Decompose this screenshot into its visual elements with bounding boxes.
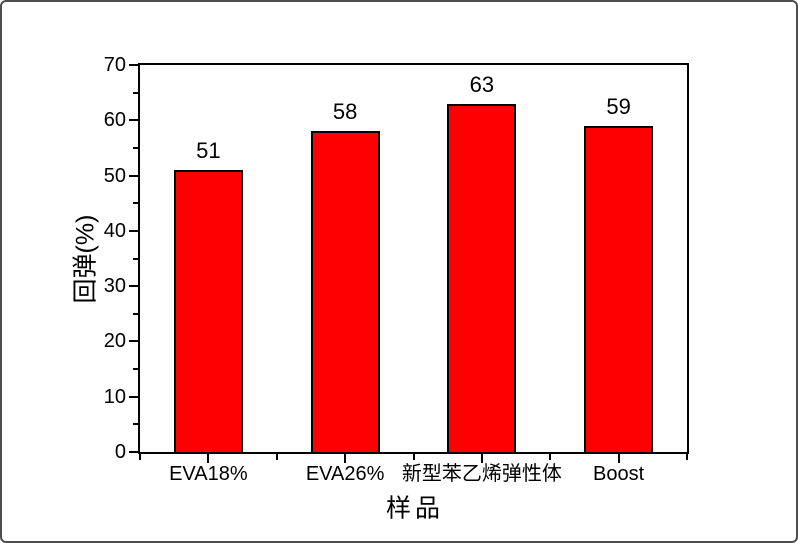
y-axis-tick-label: 10 (103, 385, 126, 408)
x-axis-tick-label: EVA26% (305, 463, 385, 485)
y-axis-minor-tick (133, 146, 138, 149)
y-axis-tick-label: 50 (103, 164, 126, 187)
x-axis-minor-tick (139, 454, 141, 460)
y-axis-major-tick (129, 229, 138, 232)
bar-Boost (584, 125, 654, 452)
y-axis-major-tick (129, 340, 138, 343)
y-axis-tick-label: 60 (103, 109, 126, 132)
y-axis-minor-tick (133, 257, 138, 260)
bar-value-label: 51 (196, 138, 221, 164)
y-axis-tick-label: 70 (103, 54, 126, 76)
x-axis-minor-tick (549, 454, 552, 460)
bar-value-label: 58 (332, 99, 358, 125)
x-axis-minor-tick (275, 454, 278, 460)
y-axis-tick-label: 30 (103, 275, 126, 298)
x-axis-minor-tick (686, 454, 688, 460)
x-axis-tick-label: EVA18% (169, 463, 248, 485)
x-axis-major-tick (480, 454, 483, 463)
y-axis-minor-tick (133, 202, 138, 205)
x-axis-minor-tick (412, 454, 415, 460)
bar-value-label: 59 (606, 93, 631, 119)
y-axis-tick-label: 20 (103, 330, 126, 353)
y-axis-major-tick (129, 285, 138, 288)
y-axis-major-tick (129, 174, 138, 177)
y-axis-tick-label: 40 (103, 219, 126, 242)
bar-EVA26% (310, 131, 380, 452)
x-axis-major-tick (207, 454, 210, 463)
plot-area: 0 10 20 30 40 50 60 70 51 EVA18% 58 EVA26% 63 新型苯乙烯弹性… (104, 55, 689, 484)
y-axis-major-tick (129, 451, 138, 453)
y-axis-major-tick (129, 119, 138, 122)
x-axis-major-tick (617, 454, 620, 463)
y-axis-title: 回弹(%) (71, 214, 100, 304)
bar-value-label: 63 (469, 71, 495, 97)
y-axis-major-tick (129, 395, 138, 398)
y-axis-tick-label: 0 (114, 441, 126, 463)
x-axis-major-tick (344, 454, 347, 463)
bar-EVA18% (173, 170, 243, 452)
x-axis-title: 样品 (385, 494, 445, 523)
x-axis-tick-label: Boost (593, 463, 645, 485)
y-axis-minor-tick (133, 423, 138, 426)
y-axis-major-tick (129, 64, 138, 66)
y-axis-minor-tick (133, 368, 138, 371)
x-axis-tick-label: 新型苯乙烯弹性体 (401, 463, 562, 485)
bar-新型苯乙烯弹性体 (447, 103, 517, 452)
y-axis-minor-tick (133, 91, 138, 94)
y-axis-minor-tick (133, 312, 138, 315)
